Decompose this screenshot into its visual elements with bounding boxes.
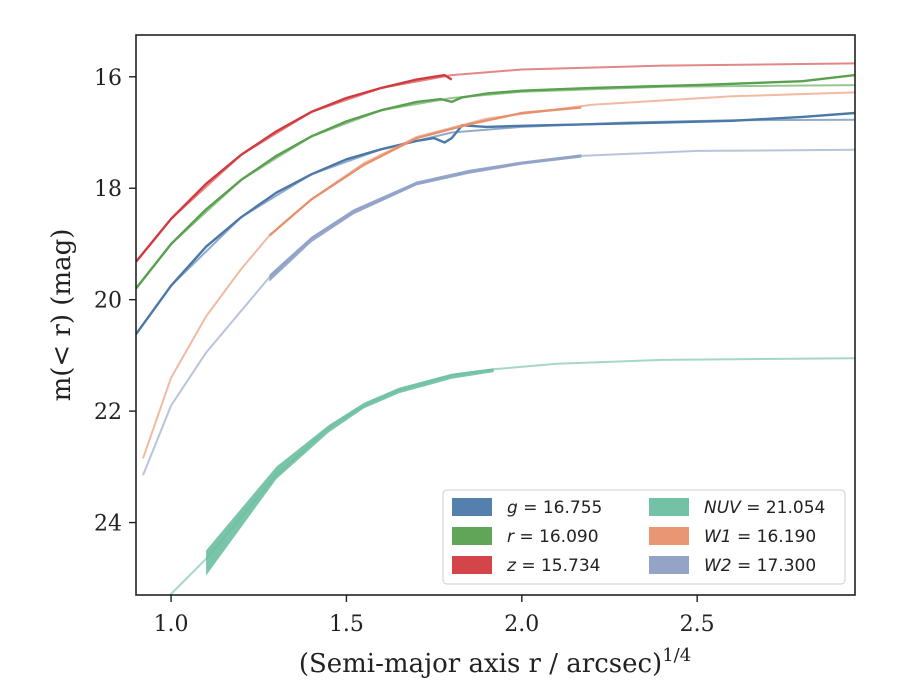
plot-frame: [135, 34, 856, 596]
series-NUV-model-line: [168, 357, 855, 595]
legend-label-r: r = 16.090: [507, 527, 599, 547]
series-z-line: [136, 73, 453, 263]
series-layer: [136, 62, 855, 595]
x-axis-label-base: (Semi-major axis r / arcsec): [299, 649, 662, 679]
legend-var-W1: W1: [704, 527, 732, 547]
legend-value-r: = 16.090: [514, 527, 599, 547]
series-r-line: [136, 73, 855, 290]
x-tick-label: 1.5: [329, 612, 364, 637]
x-axis-label: (Semi-major axis r / arcsec)1/4: [299, 645, 691, 679]
legend-swatch-NUV: [649, 498, 689, 516]
y-tick-label: 24: [94, 512, 122, 537]
legend-box: [442, 489, 846, 585]
legend-var-W2: W2: [704, 556, 732, 576]
legend-swatch-z: [452, 556, 492, 574]
legend-var-g: g: [507, 498, 518, 518]
legend-var-z: z: [506, 556, 517, 576]
y-tick-label: 18: [94, 177, 122, 202]
y-tick-label: 22: [94, 400, 122, 425]
y-axis-label: m(< r) (mag): [47, 229, 77, 402]
legend-label-g: g = 16.755: [507, 498, 602, 518]
y-tick-label: 16: [94, 66, 122, 91]
legend-value-W1: = 16.190: [732, 527, 817, 547]
y-tick-label: 20: [94, 289, 122, 314]
legend-label-z: z = 15.734: [506, 556, 600, 576]
legend-var-r: r: [507, 527, 515, 547]
legend-value-NUV: = 21.054: [741, 498, 826, 518]
x-tick-label: 1.0: [154, 612, 189, 637]
x-axis-label-exponent: 1/4: [662, 645, 691, 666]
legend-swatch-W2: [649, 556, 689, 574]
legend-swatch-W1: [649, 527, 689, 545]
series-W2-model-line: [142, 148, 855, 476]
series-W2-band: [269, 154, 582, 282]
series-g-line: [136, 111, 855, 335]
legend-label-NUV: NUV = 21.054: [704, 498, 825, 518]
legend-value-g: = 16.755: [518, 498, 603, 518]
x-tick-label: 2.5: [680, 612, 715, 637]
legend-value-W2: = 17.300: [732, 556, 817, 576]
legend-label-W1: W1 = 16.190: [704, 527, 816, 547]
legend-var-NUV: NUV: [704, 498, 742, 518]
ticks-layer: 1.0 1.5 2.0 2.5 16 18 20 22 24: [94, 66, 715, 637]
legend-swatch-g: [452, 498, 492, 516]
legend-value-z: = 15.734: [516, 556, 601, 576]
x-tick-label: 2.0: [504, 612, 539, 637]
legend-swatch-r: [452, 527, 492, 545]
legend-label-W2: W2 = 17.300: [704, 556, 816, 576]
series-W1-line: [268, 106, 582, 237]
